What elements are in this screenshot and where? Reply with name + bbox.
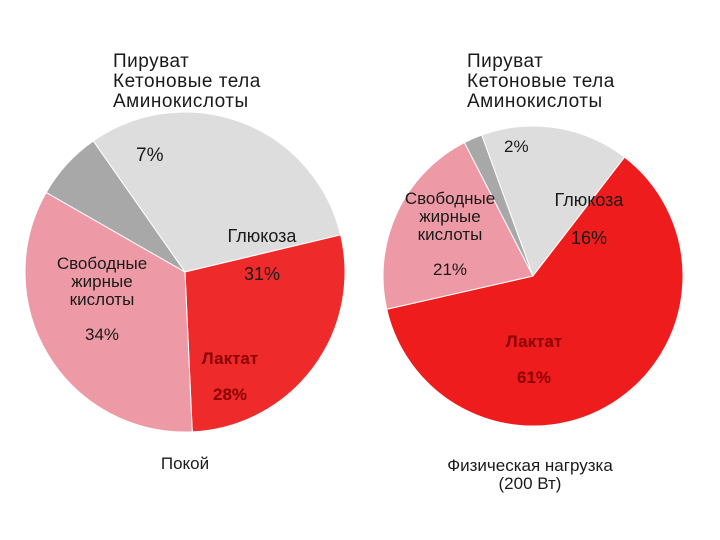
right-ffa-value: 21%: [432, 260, 468, 280]
right-lactate-value: 61%: [516, 367, 552, 387]
right-ffa-name: Свободные жирные кислоты: [404, 188, 496, 244]
right-other-value: 2%: [504, 137, 529, 156]
left-glucose-value: 31%: [243, 263, 281, 284]
left-glucose-slice: [92, 111, 342, 273]
left-ffa-label: Свободные жирные кислоты 34%: [34, 237, 170, 344]
left-caption: Покой: [160, 454, 210, 473]
left-other-slice: [45, 140, 186, 273]
right-lactate-label: Лактат 61%: [484, 315, 584, 386]
left-lactate-label: Лактат 28%: [180, 332, 280, 403]
right-glucose-label: Глюкоза 16%: [534, 172, 644, 248]
left-lactate-name: Лактат: [201, 348, 259, 368]
right-lactate-slice: [386, 156, 684, 427]
right-other-legend: Пируват Кетоновые тела Аминокислоты: [467, 51, 615, 112]
left-glucose-name: Глюкоза: [227, 225, 297, 246]
left-glucose-label: Глюкоза 31%: [206, 208, 318, 284]
right-caption: Физическая нагрузка (200 Вт): [447, 456, 613, 493]
left-other-value: 7%: [136, 145, 164, 166]
left-other-legend: Пируват Кетоновые тела Аминокислоты: [113, 51, 261, 112]
right-glucose-slice: [481, 125, 626, 278]
left-lactate-slice: [184, 234, 346, 433]
right-glucose-value: 16%: [570, 227, 608, 248]
right-lactate-name: Лактат: [505, 331, 563, 351]
left-ffa-name: Свободные жирные кислоты: [56, 253, 148, 309]
right-glucose-name: Глюкоза: [554, 189, 624, 210]
left-lactate-value: 28%: [212, 384, 248, 404]
right-other-slice: [463, 134, 534, 277]
right-ffa-slice: [382, 141, 534, 310]
right-ffa-label: Свободные жирные кислоты 21%: [380, 172, 520, 279]
left-ffa-value: 34%: [84, 325, 120, 345]
